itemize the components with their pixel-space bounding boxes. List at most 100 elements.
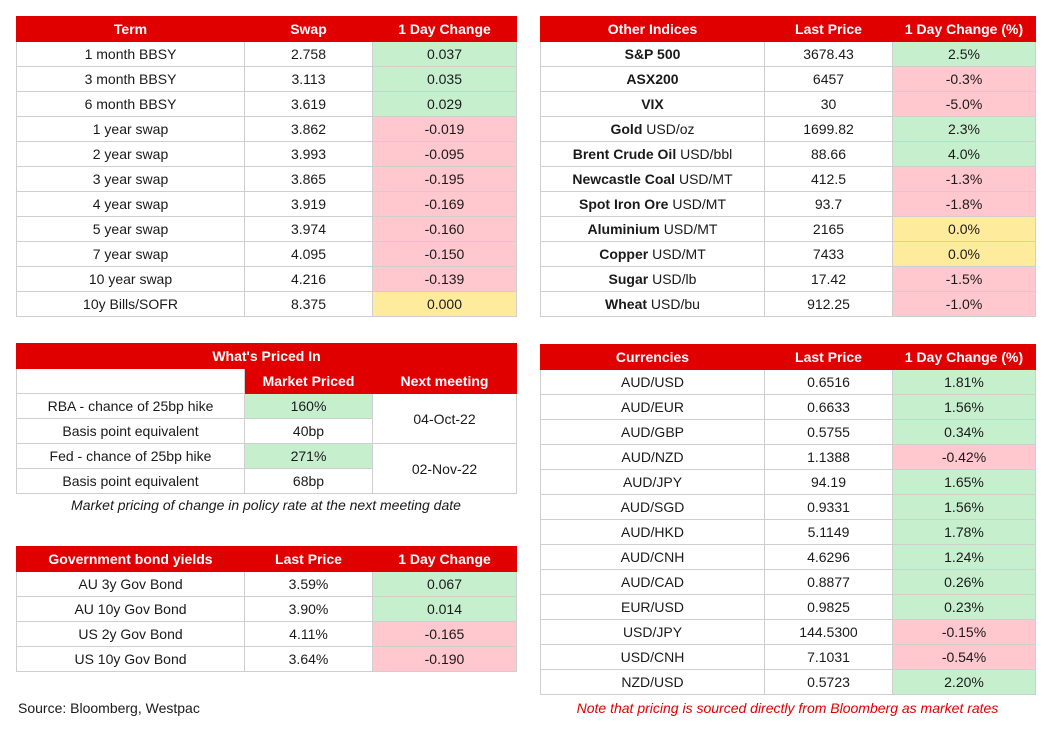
currencies-change: -0.54% xyxy=(892,644,1036,670)
swap-value: 3.113 xyxy=(244,66,373,92)
indices-header-name: Other Indices xyxy=(540,16,765,42)
currencies-change: 1.24% xyxy=(892,544,1036,570)
swap-header-swap: Swap xyxy=(244,16,373,42)
currencies-pair: AUD/EUR xyxy=(540,394,765,420)
indices-row: S&P 500 3678.43 2.5% xyxy=(540,41,1036,67)
indices-name-label: S&P 500 xyxy=(624,46,681,62)
priced-meeting-rba: 04-Oct-22 xyxy=(372,393,517,444)
currencies-row: AUD/SGD 0.9331 1.56% xyxy=(540,494,1036,520)
swap-row: 1 year swap 3.862 -0.019 xyxy=(16,116,517,142)
currencies-pair: AUD/NZD xyxy=(540,444,765,470)
currencies-header-row: Currencies Last Price 1 Day Change (%) xyxy=(540,344,1036,370)
indices-name: ASX200 xyxy=(540,66,765,92)
bonds-name: US 2y Gov Bond xyxy=(16,621,245,647)
currencies-change: 1.56% xyxy=(892,494,1036,520)
indices-unit-label: USD/bbl xyxy=(676,146,733,162)
swap-header-term: Term xyxy=(16,16,245,42)
indices-price: 17.42 xyxy=(764,266,893,292)
indices-unit-label: USD/MT xyxy=(659,221,718,237)
indices-price: 2165 xyxy=(764,216,893,242)
currencies-row: USD/JPY 144.5300 -0.15% xyxy=(540,619,1036,645)
bonds-header-price: Last Price xyxy=(244,546,373,572)
currencies-row: EUR/USD 0.9825 0.23% xyxy=(540,594,1036,620)
bonds-name: AU 10y Gov Bond xyxy=(16,596,245,622)
swap-row: 2 year swap 3.993 -0.095 xyxy=(16,141,517,167)
indices-price: 3678.43 xyxy=(764,41,893,67)
swap-value: 3.862 xyxy=(244,116,373,142)
currencies-row: NZD/USD 0.5723 2.20% xyxy=(540,669,1036,695)
indices-name-label: Sugar xyxy=(608,271,649,287)
source-note: Source: Bloomberg, Westpac xyxy=(18,700,200,716)
indices-unit-label: USD/lb xyxy=(648,271,697,287)
swap-change: -0.169 xyxy=(372,191,517,217)
indices-name: Aluminium USD/MT xyxy=(540,216,765,242)
swap-value: 8.375 xyxy=(244,291,373,317)
indices-row: VIX 30 -5.0% xyxy=(540,91,1036,117)
currencies-change: -0.42% xyxy=(892,444,1036,470)
swap-change: -0.160 xyxy=(372,216,517,242)
swap-change: 0.000 xyxy=(372,291,517,317)
currencies-body: AUD/USD 0.6516 1.81% AUD/EUR 0.6633 1.56% AUD/… xyxy=(540,369,1036,695)
currencies-row: AUD/HKD 5.1149 1.78% xyxy=(540,519,1036,545)
currencies-price: 144.5300 xyxy=(764,619,893,645)
bonds-change: 0.067 xyxy=(372,571,517,597)
priced-header-meeting: Next meeting xyxy=(372,368,517,394)
swap-term: 1 month BBSY xyxy=(16,41,245,67)
priced-value: 160% xyxy=(244,393,373,419)
swap-value: 3.865 xyxy=(244,166,373,192)
bonds-name: US 10y Gov Bond xyxy=(16,646,245,672)
priced-header-market: Market Priced xyxy=(244,368,373,394)
bonds-header-row: Government bond yields Last Price 1 Day … xyxy=(16,546,517,572)
indices-name: VIX xyxy=(540,91,765,117)
indices-price: 6457 xyxy=(764,66,893,92)
currencies-pair: EUR/USD xyxy=(540,594,765,620)
currencies-row: AUD/USD 0.6516 1.81% xyxy=(540,369,1036,395)
indices-change: 4.0% xyxy=(892,141,1036,167)
indices-name-label: Gold xyxy=(610,121,643,137)
currencies-pair: USD/CNH xyxy=(540,644,765,670)
bonds-price: 3.59% xyxy=(244,571,373,597)
currencies-price: 0.5755 xyxy=(764,419,893,445)
indices-price: 88.66 xyxy=(764,141,893,167)
indices-price: 1699.82 xyxy=(764,116,893,142)
indices-change: 2.3% xyxy=(892,116,1036,142)
swap-term: 3 month BBSY xyxy=(16,66,245,92)
indices-row: Aluminium USD/MT 2165 0.0% xyxy=(540,216,1036,242)
currencies-price: 1.1388 xyxy=(764,444,893,470)
currencies-pair: AUD/USD xyxy=(540,369,765,395)
currencies-pair: AUD/SGD xyxy=(540,494,765,520)
swap-term: 10y Bills/SOFR xyxy=(16,291,245,317)
indices-header-row: Other Indices Last Price 1 Day Change (%… xyxy=(540,16,1036,42)
priced-note: Market pricing of change in policy rate … xyxy=(71,497,461,513)
currencies-pair: NZD/USD xyxy=(540,669,765,695)
bonds-row: US 10y Gov Bond 3.64% -0.190 xyxy=(16,646,517,672)
indices-change: 0.0% xyxy=(892,216,1036,242)
swap-row: 3 year swap 3.865 -0.195 xyxy=(16,166,517,192)
indices-unit-label: USD/bu xyxy=(647,296,700,312)
swap-value: 3.993 xyxy=(244,141,373,167)
currencies-change: 1.81% xyxy=(892,369,1036,395)
currencies-price: 5.1149 xyxy=(764,519,893,545)
indices-name-label: Newcastle Coal xyxy=(572,171,676,187)
currencies-header-pair: Currencies xyxy=(540,344,765,370)
currencies-price: 0.9825 xyxy=(764,594,893,620)
priced-label: Basis point equivalent xyxy=(16,418,245,444)
indices-name: Brent Crude Oil USD/bbl xyxy=(540,141,765,167)
swap-row: 7 year swap 4.095 -0.150 xyxy=(16,241,517,267)
currencies-price: 0.8877 xyxy=(764,569,893,595)
priced-value: 68bp xyxy=(244,468,373,494)
swap-row: 5 year swap 3.974 -0.160 xyxy=(16,216,517,242)
currencies-row: USD/CNH 7.1031 -0.54% xyxy=(540,644,1036,670)
indices-change: 2.5% xyxy=(892,41,1036,67)
indices-unit-label: USD/oz xyxy=(642,121,695,137)
indices-header-change: 1 Day Change (%) xyxy=(892,16,1036,42)
indices-name-label: Brent Crude Oil xyxy=(572,146,677,162)
currencies-row: AUD/JPY 94.19 1.65% xyxy=(540,469,1036,495)
swap-row: 1 month BBSY 2.758 0.037 xyxy=(16,41,517,67)
currencies-change: 2.20% xyxy=(892,669,1036,695)
priced-label: Fed - chance of 25bp hike xyxy=(16,443,245,469)
swap-term: 2 year swap xyxy=(16,141,245,167)
currencies-change: 0.23% xyxy=(892,594,1036,620)
indices-unit-label: USD/MT xyxy=(648,246,706,262)
indices-price: 412.5 xyxy=(764,166,893,192)
